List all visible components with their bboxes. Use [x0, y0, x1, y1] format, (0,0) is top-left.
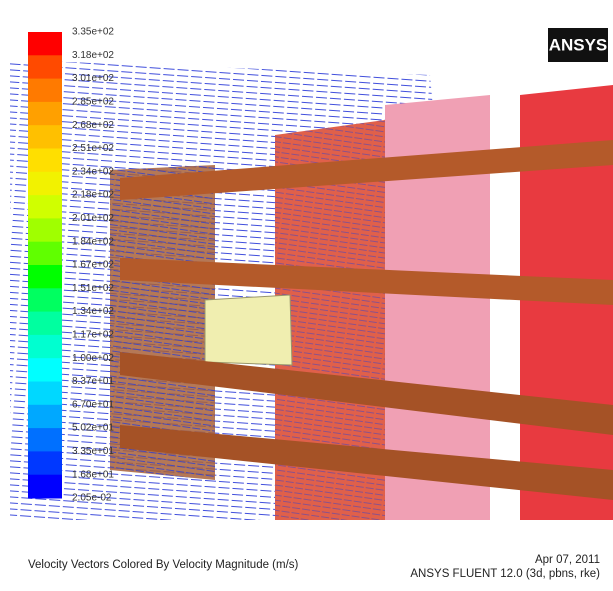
legend-swatch	[28, 172, 62, 196]
legend-swatch	[28, 79, 62, 103]
legend-swatch	[28, 312, 62, 336]
legend-label: 2.85e+02	[72, 97, 114, 108]
screenshot: ANSYS 3.35e+02 3.18e+02 3.01e+02 2.85e+02 2.…	[0, 0, 613, 591]
legend-swatch	[28, 382, 62, 406]
legend-label: 6.70e+01	[72, 399, 114, 410]
legend-label: 2.01e+02	[72, 213, 114, 224]
caption-title: Velocity Vectors Colored By Velocity Mag…	[28, 559, 299, 571]
caption-date: Apr 07, 2011	[535, 554, 600, 566]
legend-label: 1.34e+02	[72, 306, 114, 317]
legend-swatch	[28, 32, 62, 56]
legend: 3.35e+02 3.18e+02 3.01e+02 2.85e+02 2.68e+02…	[28, 27, 114, 504]
legend-swatch	[28, 149, 62, 173]
caption-software: ANSYS FLUENT 12.0 (3d, pbns, rke)	[410, 568, 600, 580]
legend-label: 1.17e+02	[72, 330, 114, 341]
legend-label: 2.68e+02	[72, 120, 114, 131]
legend-label: 3.35e+02	[72, 27, 114, 38]
legend-swatch	[28, 335, 62, 359]
legend-label: 1.84e+02	[72, 236, 114, 247]
logo: ANSYS	[549, 35, 608, 54]
legend-swatch	[28, 195, 62, 219]
legend-swatch	[28, 242, 62, 266]
legend-label: 1.68e+01	[72, 469, 114, 480]
legend-label: 1.67e+02	[72, 260, 114, 271]
legend-swatch	[28, 102, 62, 126]
legend-swatch	[28, 265, 62, 289]
legend-label: 5.02e+01	[72, 423, 114, 434]
legend-label: 2.18e+02	[72, 190, 114, 201]
legend-swatch	[28, 218, 62, 242]
legend-label: 1.00e+02	[72, 353, 114, 364]
legend-swatch	[28, 428, 62, 452]
legend-swatch	[28, 125, 62, 149]
legend-label: 1.51e+02	[72, 283, 114, 294]
legend-label: 8.37e+01	[72, 376, 114, 387]
legend-swatch	[28, 405, 62, 429]
legend-swatch	[28, 288, 62, 312]
legend-label: 3.18e+02	[72, 50, 114, 61]
legend-label: 2.51e+02	[72, 143, 114, 154]
legend-swatch	[28, 55, 62, 79]
legend-label: 3.35e+01	[72, 446, 114, 457]
legend-label: 2.05e-02	[72, 493, 112, 504]
block	[205, 295, 292, 365]
legend-swatch	[28, 451, 62, 475]
legend-label: 3.01e+02	[72, 73, 114, 84]
legend-swatch	[28, 358, 62, 382]
legend-label: 2.34e+02	[72, 166, 114, 177]
legend-swatch	[28, 475, 62, 499]
